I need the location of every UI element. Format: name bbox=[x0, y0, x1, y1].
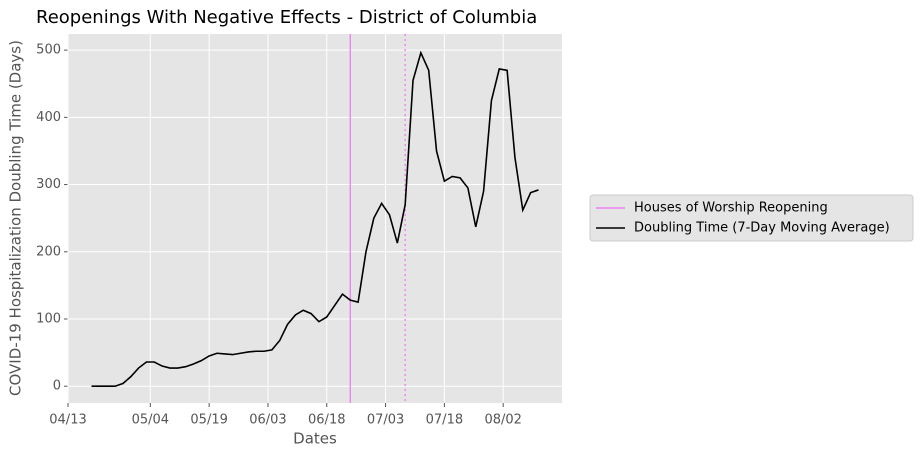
y-axis-label: COVID-19 Hospitalization Doubling Time (… bbox=[7, 40, 25, 396]
y-tick-label: 100 bbox=[36, 311, 61, 326]
chart-title: Reopenings With Negative Effects - Distr… bbox=[36, 7, 537, 28]
plot-area bbox=[68, 34, 562, 403]
legend-label: Houses of Worship Reopening bbox=[634, 201, 828, 216]
x-tick-label: 06/18 bbox=[308, 413, 345, 428]
y-tick-label: 300 bbox=[36, 177, 61, 192]
series-line bbox=[91, 50, 539, 387]
x-tick-label: 07/18 bbox=[426, 413, 463, 428]
x-tick-label: 05/19 bbox=[190, 413, 227, 428]
y-tick-label: 500 bbox=[36, 43, 61, 58]
marks bbox=[91, 34, 539, 403]
legend bbox=[589, 194, 914, 242]
x-tick-label: 06/03 bbox=[249, 413, 286, 428]
legend-label: Doubling Time (7-Day Moving Average) bbox=[634, 221, 890, 236]
y-tick-label: 400 bbox=[36, 110, 61, 125]
x-axis-label: Dates bbox=[293, 430, 337, 448]
grid: 0 100 200 300 400 500 04/13 05/04 05/19 06/03 06/1… bbox=[36, 34, 562, 428]
legend-entries: Houses of Worship Reopening Doubling Time… bbox=[596, 201, 890, 236]
x-tick-label: 04/13 bbox=[49, 413, 86, 428]
x-tick-label: 08/02 bbox=[484, 413, 521, 428]
x-tick-label: 05/04 bbox=[132, 413, 169, 428]
y-tick-label: 0 bbox=[53, 379, 61, 394]
y-tick-label: 200 bbox=[36, 244, 61, 259]
x-tick-label: 07/03 bbox=[367, 413, 404, 428]
